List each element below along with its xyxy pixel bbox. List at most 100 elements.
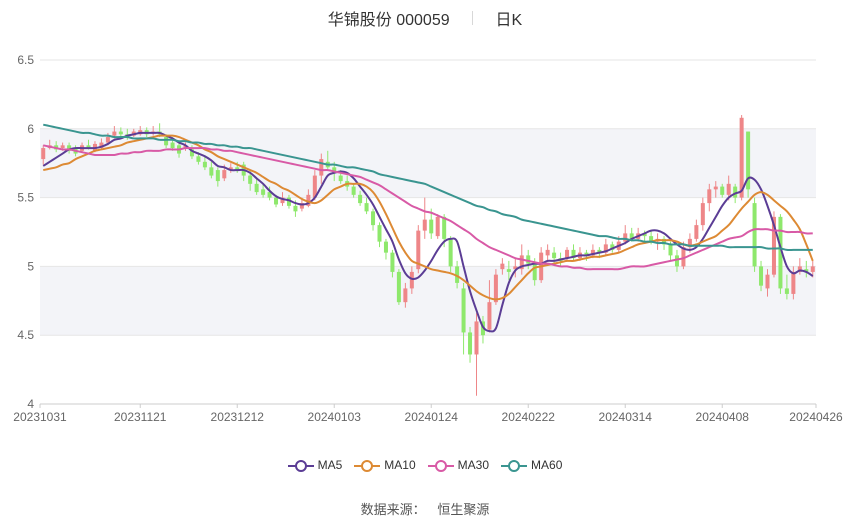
y-tick-label: 4 bbox=[27, 397, 34, 411]
candle-body bbox=[791, 271, 796, 294]
candle-body bbox=[403, 288, 408, 303]
legend-item-ma30[interactable]: MA30 bbox=[427, 458, 490, 473]
candle-body bbox=[532, 263, 537, 281]
candle bbox=[539, 247, 544, 283]
candle-body bbox=[248, 175, 253, 184]
y-tick-label: 5 bbox=[27, 259, 34, 273]
candle-body bbox=[487, 302, 492, 330]
candle bbox=[312, 170, 317, 201]
x-tick-label: 20240314 bbox=[599, 410, 653, 424]
candle bbox=[41, 145, 46, 165]
candle bbox=[700, 197, 705, 231]
candle-body bbox=[500, 263, 505, 270]
candle-body bbox=[293, 205, 298, 212]
candle-body bbox=[455, 266, 460, 283]
candle bbox=[377, 222, 382, 248]
candle bbox=[364, 197, 369, 215]
candle-body bbox=[267, 192, 272, 198]
legend-item-ma10[interactable]: MA10 bbox=[354, 458, 416, 473]
candle-body bbox=[222, 170, 227, 179]
candle-body bbox=[552, 252, 557, 259]
candle bbox=[713, 181, 718, 198]
candle-body bbox=[86, 145, 91, 149]
x-tick-label: 20231031 bbox=[13, 410, 67, 424]
candle-body bbox=[726, 183, 731, 195]
y-tick-label: 6 bbox=[27, 122, 34, 136]
candle-body bbox=[810, 266, 815, 272]
candle bbox=[681, 241, 686, 270]
candle bbox=[739, 115, 744, 201]
chart-title: 华锦股份 000059 日K bbox=[0, 6, 850, 29]
candle-body bbox=[752, 203, 757, 267]
candle bbox=[720, 183, 725, 198]
legend: MA5 MA10 MA30 MA60 bbox=[0, 458, 850, 473]
source-label: 数据来源： bbox=[360, 502, 426, 517]
candle-body bbox=[99, 142, 104, 149]
candle bbox=[603, 238, 608, 256]
candle bbox=[674, 249, 679, 272]
candle-body bbox=[674, 255, 679, 267]
candle bbox=[791, 266, 796, 300]
candle-body bbox=[105, 137, 110, 143]
candle-body bbox=[306, 194, 311, 206]
candle bbox=[623, 225, 628, 245]
candle-body bbox=[700, 203, 705, 226]
candle bbox=[138, 126, 143, 136]
candle bbox=[610, 241, 615, 253]
candle bbox=[67, 142, 72, 154]
candle-body bbox=[623, 233, 628, 242]
candle-body bbox=[474, 321, 479, 355]
candle-body bbox=[571, 249, 576, 259]
candle bbox=[707, 183, 712, 212]
candle bbox=[403, 282, 408, 308]
candle-body bbox=[416, 230, 421, 270]
candle bbox=[784, 274, 789, 300]
candle bbox=[215, 167, 220, 187]
candle-body bbox=[687, 238, 692, 248]
candle-body bbox=[629, 233, 634, 239]
legend-label: MA30 bbox=[457, 458, 490, 472]
period-label: 日K bbox=[495, 12, 523, 29]
ma5-line bbox=[42, 131, 814, 333]
candle-body bbox=[720, 186, 725, 195]
candle bbox=[286, 194, 291, 209]
candle bbox=[183, 142, 188, 151]
candle-body bbox=[797, 266, 802, 272]
candle-body bbox=[396, 271, 401, 303]
candle-body bbox=[519, 255, 524, 270]
candle-body bbox=[422, 219, 427, 231]
y-tick-label: 6.5 bbox=[17, 53, 34, 67]
x-tick-label: 20231212 bbox=[211, 410, 265, 424]
candle bbox=[468, 326, 473, 363]
legend-item-ma60[interactable]: MA60 bbox=[501, 458, 562, 473]
candle-body bbox=[694, 225, 699, 239]
candle bbox=[409, 266, 414, 294]
candle-body bbox=[565, 249, 570, 259]
candlestick-chart[interactable]: 4 4.5 5 5.5 6 6.5 20231031 20231121 20231212 2024… bbox=[0, 0, 850, 440]
title-divider bbox=[472, 11, 474, 25]
candle bbox=[804, 260, 809, 278]
candle bbox=[746, 131, 751, 198]
candle-body bbox=[707, 189, 712, 204]
stock-name: 华锦股份 000059 bbox=[327, 12, 450, 29]
legend-swatch-icon bbox=[287, 459, 314, 472]
candle-body bbox=[228, 167, 233, 171]
candle-body bbox=[506, 269, 511, 272]
candle bbox=[545, 244, 550, 261]
candle bbox=[383, 238, 388, 260]
candle-body bbox=[442, 216, 447, 239]
candle bbox=[202, 156, 207, 171]
candle bbox=[396, 269, 401, 305]
candle-body bbox=[189, 149, 194, 157]
candle bbox=[422, 197, 427, 239]
ma30-line bbox=[43, 144, 813, 271]
candle bbox=[506, 260, 511, 281]
candle bbox=[571, 244, 576, 261]
candle-body bbox=[164, 137, 169, 146]
candle-body bbox=[733, 186, 738, 198]
legend-swatch-icon bbox=[354, 459, 381, 472]
x-tick-label: 20231121 bbox=[114, 410, 167, 424]
legend-item-ma5[interactable]: MA5 bbox=[287, 458, 342, 473]
candle bbox=[228, 163, 233, 173]
candle-body bbox=[338, 175, 343, 182]
